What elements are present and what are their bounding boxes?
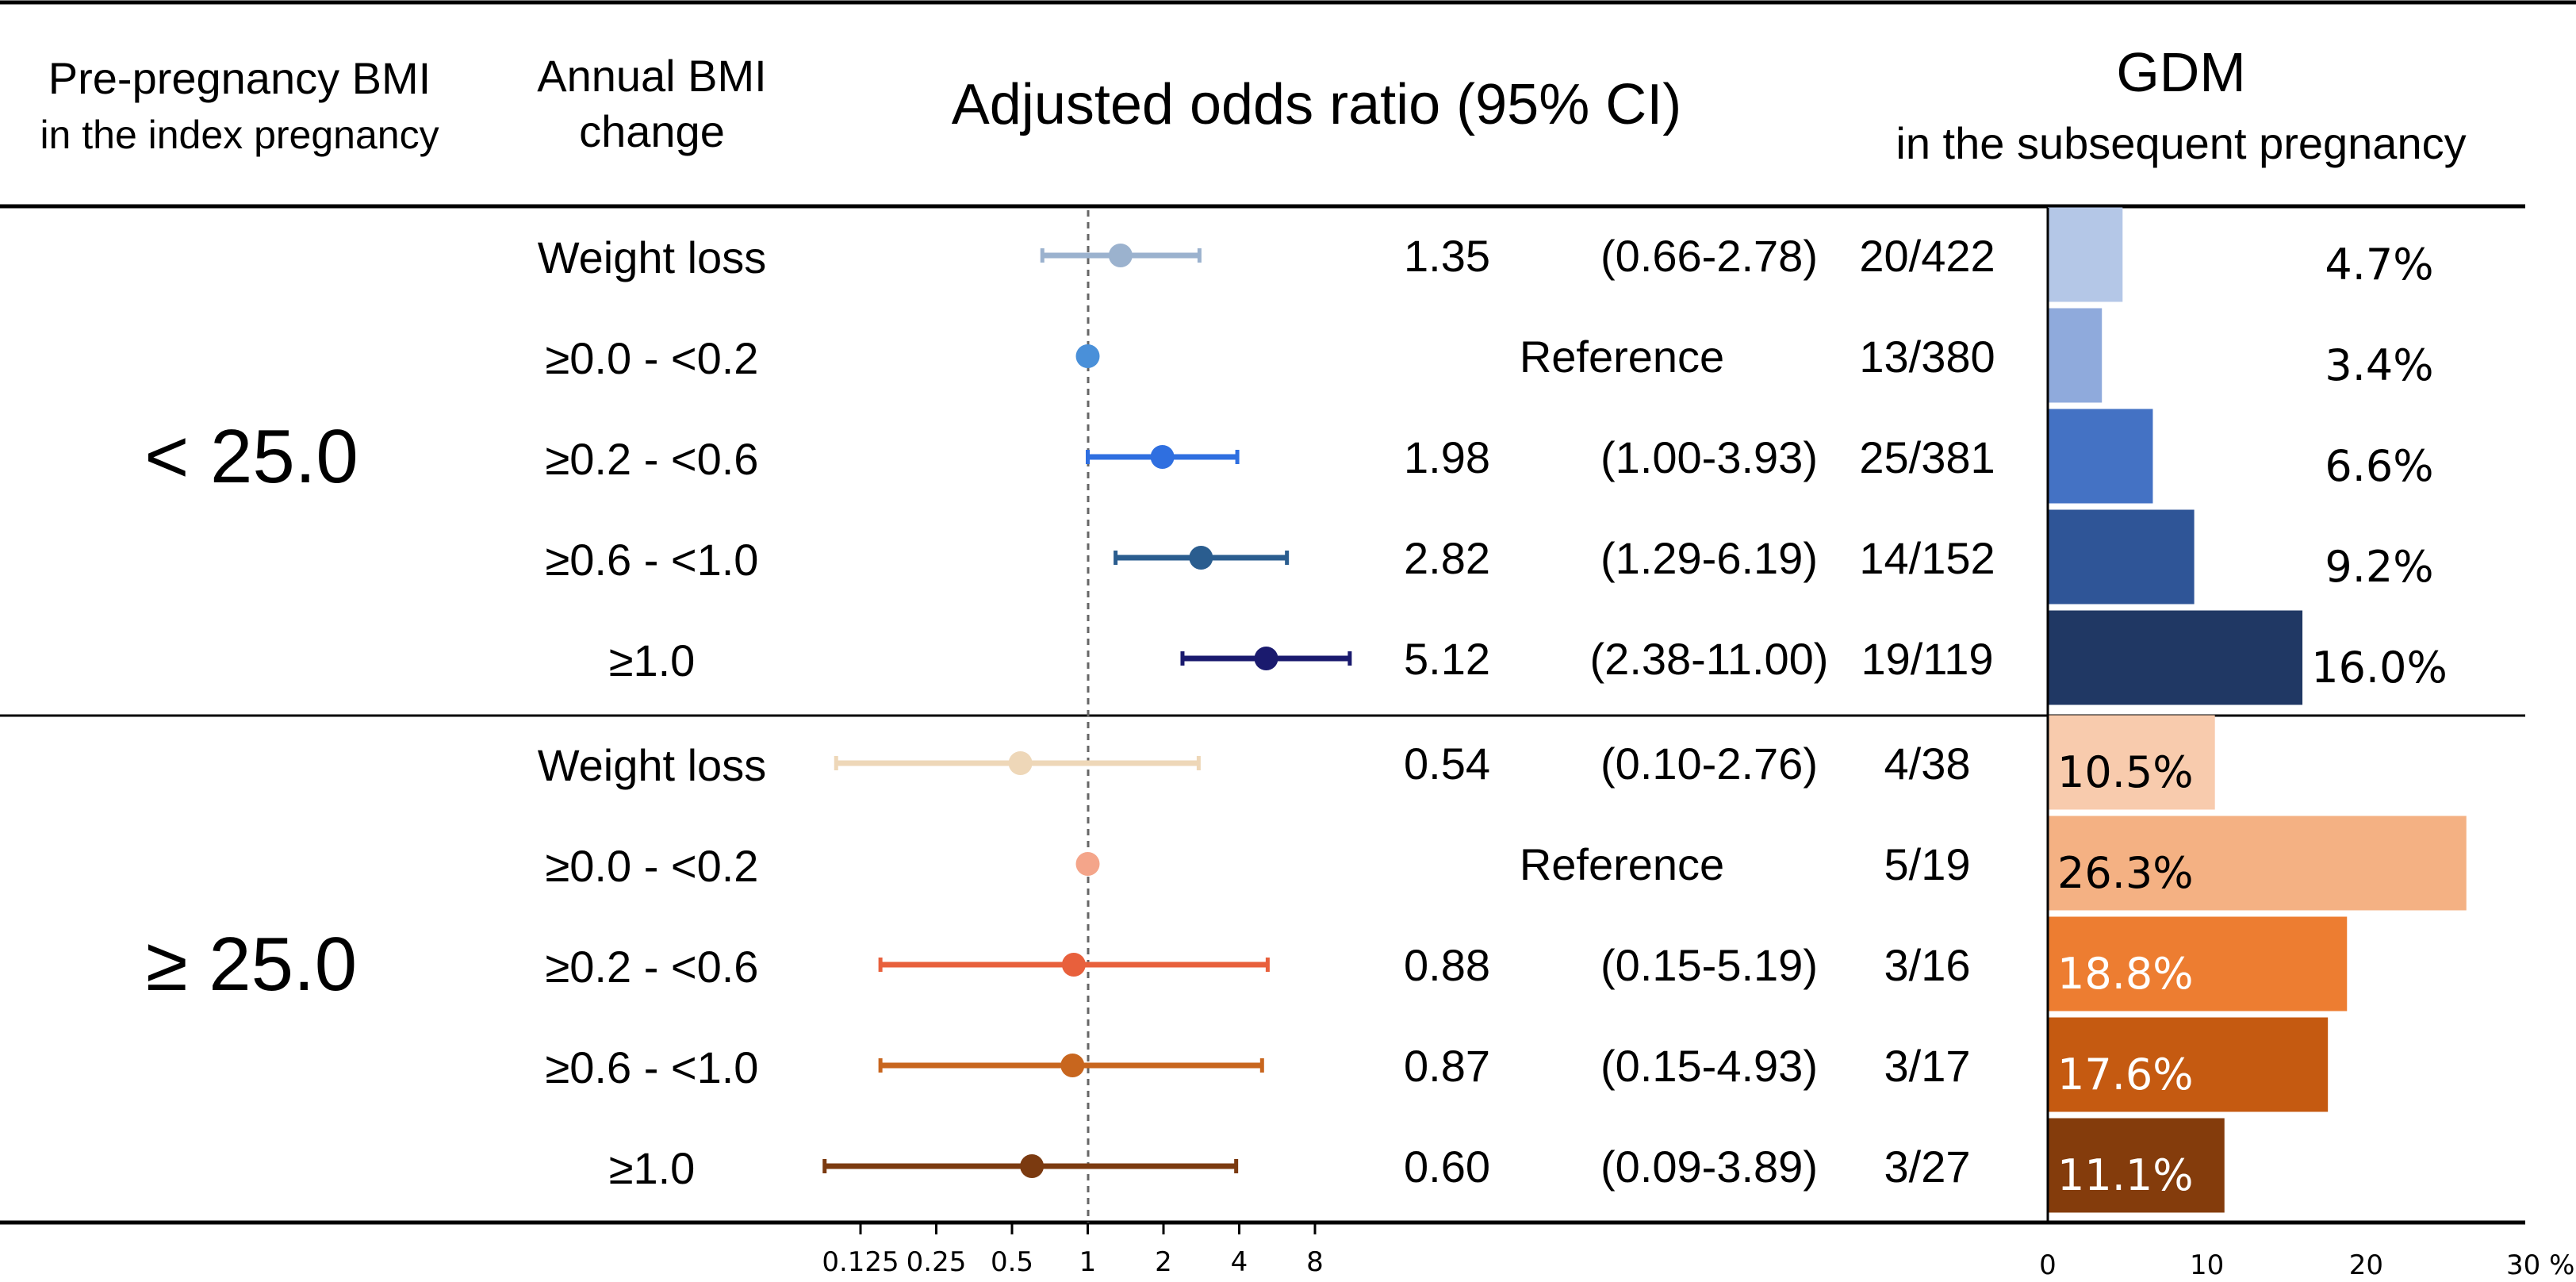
- header-gdm-title: GDM: [2116, 41, 2245, 103]
- or-point: [1060, 1054, 1085, 1077]
- forest-tick-label: 0.5: [991, 1246, 1033, 1278]
- gdm-percent: 9.2%: [2325, 542, 2433, 592]
- cases-count: 19/119: [1861, 634, 1993, 684]
- row-change-label: ≥0.6 - <1.0: [546, 535, 759, 585]
- or-value: 0.54: [1404, 739, 1490, 789]
- forest-tick-label: 0.25: [907, 1246, 967, 1278]
- cases-count: 3/16: [1884, 940, 1971, 990]
- row-change-label: Weight loss: [538, 740, 766, 790]
- forest-tick-label: 1: [1079, 1246, 1097, 1278]
- cases-count: 3/27: [1884, 1142, 1971, 1192]
- row-change-label: ≥0.6 - <1.0: [546, 1042, 759, 1092]
- ci-text: (0.10-2.76): [1600, 739, 1818, 789]
- gdm-percent: 10.5%: [2057, 747, 2194, 797]
- gdm-percent: 16.0%: [2311, 643, 2448, 693]
- gdm-bar: [2048, 308, 2103, 403]
- forest-tick-label: 8: [1306, 1246, 1324, 1278]
- gdm-percent: 4.7%: [2325, 240, 2433, 290]
- or-point: [1254, 647, 1278, 670]
- gdm-bar: [2048, 715, 2215, 810]
- ci-text: (1.29-6.19): [1600, 533, 1818, 583]
- ci-text: (0.15-5.19): [1600, 940, 1818, 990]
- cases-count: 4/38: [1884, 739, 1971, 789]
- or-value: 0.88: [1404, 940, 1490, 990]
- bar-tick-label: 10: [2190, 1249, 2224, 1281]
- gdm-bar: [2048, 816, 2467, 911]
- gdm-percent: 11.1%: [2057, 1150, 2194, 1200]
- rows-layer: < 25.0 Weight loss 1.35 (0.66-2.78) 20/422 4.…: [144, 207, 2467, 1213]
- axis-layer: 0.125 0.25 0.5 1 2 4 8 0 10 20 30 %: [822, 208, 2574, 1281]
- gdm-bar: [2048, 509, 2195, 605]
- ci-text: (0.15-4.93): [1600, 1041, 1818, 1091]
- or-point: [1020, 1154, 1045, 1178]
- cases-count: 14/152: [1859, 533, 1995, 583]
- or-value: 2.82: [1404, 533, 1490, 583]
- gdm-percent: 17.6%: [2057, 1050, 2194, 1100]
- or-point: [1075, 344, 1100, 368]
- ci-text: (1.00-3.93): [1600, 432, 1818, 482]
- forest-tick-label: 2: [1155, 1246, 1172, 1278]
- bar-tick-label: 30 %: [2506, 1249, 2574, 1281]
- cases-count: 13/380: [1859, 332, 1995, 382]
- or-point: [1008, 751, 1033, 775]
- bar-tick-label: 20: [2349, 1249, 2383, 1281]
- cases-count: 20/422: [1859, 231, 1995, 281]
- ci-text: (2.38-11.00): [1590, 634, 1829, 684]
- header-change-subtitle: change: [579, 106, 725, 156]
- or-value: 1.35: [1404, 231, 1490, 281]
- header-gdm-subtitle: in the subsequent pregnancy: [1896, 118, 2466, 168]
- row-change-label: Weight loss: [538, 232, 766, 282]
- header-bmi-subtitle: in the index pregnancy: [40, 113, 439, 157]
- forest-tick-label: 4: [1231, 1246, 1248, 1278]
- reference-label: Reference: [1520, 332, 1724, 382]
- or-point: [1150, 445, 1175, 469]
- gdm-percent: 18.8%: [2057, 949, 2194, 999]
- header-or-title: Adjusted odds ratio (95% CI): [952, 73, 1681, 136]
- forest-tick-label: 0.125: [822, 1246, 899, 1278]
- row-change-label: ≥0.0 - <0.2: [546, 841, 759, 891]
- or-point: [1061, 953, 1086, 977]
- gdm-percent: 6.6%: [2325, 441, 2433, 491]
- cases-count: 3/17: [1884, 1041, 1971, 1091]
- gdm-bar: [2048, 1118, 2225, 1213]
- row-change-label: ≥0.2 - <0.6: [546, 942, 759, 992]
- header-bmi-title: Pre-pregnancy BMI: [48, 53, 431, 103]
- bar-tick-label: 0: [2039, 1249, 2057, 1281]
- row-change-label: ≥1.0: [609, 635, 696, 685]
- ci-text: (0.66-2.78): [1600, 231, 1818, 281]
- group-label: < 25.0: [144, 414, 358, 499]
- or-point: [1189, 546, 1213, 570]
- gdm-percent: 26.3%: [2057, 848, 2194, 898]
- header-change-title: Annual BMI: [537, 51, 767, 101]
- gdm-percent: 3.4%: [2325, 340, 2433, 390]
- or-point: [1108, 244, 1133, 267]
- gdm-bar: [2048, 207, 2123, 302]
- row-change-label: ≥1.0: [609, 1143, 696, 1193]
- group-label: ≥ 25.0: [146, 922, 357, 1007]
- cases-count: 25/381: [1859, 432, 1995, 482]
- or-value: 1.98: [1404, 432, 1490, 482]
- or-value: 0.60: [1404, 1142, 1490, 1192]
- ci-text: (0.09-3.89): [1600, 1142, 1818, 1192]
- or-value: 0.87: [1404, 1041, 1490, 1091]
- or-point: [1075, 852, 1100, 876]
- gdm-bar: [2048, 409, 2153, 504]
- gdm-bar: [2048, 916, 2348, 1011]
- row-change-label: ≥0.2 - <0.6: [546, 434, 759, 484]
- gdm-bar: [2048, 610, 2303, 705]
- row-change-label: ≥0.0 - <0.2: [546, 333, 759, 383]
- or-value: 5.12: [1404, 634, 1490, 684]
- reference-label: Reference: [1520, 839, 1724, 889]
- cases-count: 5/19: [1884, 839, 1971, 889]
- gdm-bar: [2048, 1017, 2329, 1112]
